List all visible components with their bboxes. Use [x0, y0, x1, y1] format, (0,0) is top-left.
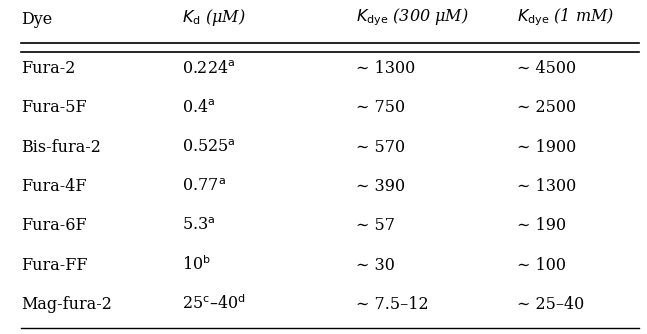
- Text: Fura-4F: Fura-4F: [21, 178, 86, 195]
- Text: ∼ 1300: ∼ 1300: [517, 178, 576, 195]
- Text: ∼ 1300: ∼ 1300: [356, 60, 415, 77]
- Text: ∼ 190: ∼ 190: [517, 217, 566, 234]
- Text: 10$^{\mathrm{b}}$: 10$^{\mathrm{b}}$: [182, 255, 211, 274]
- Text: Fura-5F: Fura-5F: [21, 100, 86, 116]
- Text: ∼ 7.5–12: ∼ 7.5–12: [356, 296, 428, 313]
- Text: ∼ 25–40: ∼ 25–40: [517, 296, 584, 313]
- Text: ∼ 390: ∼ 390: [356, 178, 405, 195]
- Text: $K_{\mathrm{dye}}$ (300 μM): $K_{\mathrm{dye}}$ (300 μM): [356, 6, 468, 28]
- Text: ∼ 570: ∼ 570: [356, 139, 405, 156]
- Text: $K_{\mathrm{dye}}$ (1 mM): $K_{\mathrm{dye}}$ (1 mM): [517, 6, 614, 28]
- Text: ∼ 30: ∼ 30: [356, 257, 395, 274]
- Text: $K_{\mathrm{d}}$ (μM): $K_{\mathrm{d}}$ (μM): [182, 7, 245, 28]
- Text: 25$^{\mathrm{c}}$–40$^{\mathrm{d}}$: 25$^{\mathrm{c}}$–40$^{\mathrm{d}}$: [182, 294, 246, 313]
- Text: Fura-6F: Fura-6F: [21, 217, 86, 234]
- Text: ∼ 100: ∼ 100: [517, 257, 565, 274]
- Text: Mag-fura-2: Mag-fura-2: [21, 296, 111, 313]
- Text: 0.77$^{\mathrm{a}}$: 0.77$^{\mathrm{a}}$: [182, 178, 226, 195]
- Text: ∼ 750: ∼ 750: [356, 100, 405, 116]
- Text: 0.224$^{\mathrm{a}}$: 0.224$^{\mathrm{a}}$: [182, 60, 235, 77]
- Text: Fura-FF: Fura-FF: [21, 257, 87, 274]
- Text: ∼ 1900: ∼ 1900: [517, 139, 576, 156]
- Text: Bis-fura-2: Bis-fura-2: [21, 139, 100, 156]
- Text: ∼ 2500: ∼ 2500: [517, 100, 576, 116]
- Text: ∼ 57: ∼ 57: [356, 217, 395, 234]
- Text: 5.3$^{\mathrm{a}}$: 5.3$^{\mathrm{a}}$: [182, 217, 215, 234]
- Text: 0.525$^{\mathrm{a}}$: 0.525$^{\mathrm{a}}$: [182, 139, 236, 156]
- Text: Fura-2: Fura-2: [21, 60, 75, 77]
- Text: Dye: Dye: [21, 11, 52, 28]
- Text: 0.4$^{\mathrm{a}}$: 0.4$^{\mathrm{a}}$: [182, 100, 215, 116]
- Text: ∼ 4500: ∼ 4500: [517, 60, 576, 77]
